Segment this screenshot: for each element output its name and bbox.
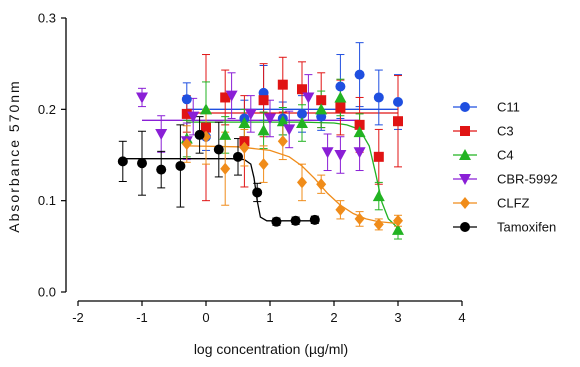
legend-label-cbr-5992: CBR-5992	[497, 172, 558, 187]
data-point-c3	[239, 136, 250, 147]
data-point-clfz	[239, 141, 250, 154]
data-point-clfz	[373, 218, 384, 231]
data-point-c4	[200, 103, 212, 115]
legend-label-tamoxifen: Tamoxifen	[497, 220, 556, 235]
legend-item-c3: C3	[453, 124, 514, 139]
legend-label-c3: C3	[497, 124, 514, 139]
marker-layer	[117, 69, 404, 235]
data-point-cbr-5992	[225, 90, 238, 102]
data-point-c3	[181, 108, 192, 119]
legend-item-c11: C11	[453, 100, 520, 115]
data-point-c3	[335, 102, 346, 113]
data-point-c3	[354, 119, 365, 130]
data-point-c11	[181, 94, 192, 105]
legend-label-c4: C4	[497, 148, 514, 163]
data-point-c11	[335, 81, 346, 92]
data-point-c3	[373, 151, 384, 162]
y-tick-label: 0.1	[38, 193, 56, 208]
data-point-tamoxifen	[137, 158, 147, 169]
data-point-tamoxifen	[213, 144, 224, 155]
data-point-c3	[393, 116, 403, 127]
y-tick-label: 0.3	[38, 11, 56, 26]
data-point-c4	[353, 126, 366, 138]
data-point-c4	[276, 115, 289, 127]
fit-curve-c4	[186, 121, 399, 229]
x-axis-title: log concentration (µg/ml)	[194, 341, 348, 357]
data-point-cbr-5992	[302, 92, 315, 104]
legend-marker-cbr-5992	[459, 174, 471, 185]
x-tick-label: -1	[136, 310, 148, 325]
legend-marker-clfz	[460, 197, 470, 209]
data-point-clfz	[316, 178, 327, 191]
data-point-clfz	[258, 158, 269, 171]
x-tick-label: -2	[72, 310, 84, 325]
data-point-tamoxifen	[156, 164, 167, 175]
data-point-c3	[297, 84, 307, 95]
data-point-c4	[392, 223, 404, 235]
y-axis-title: Absorbance 570nm	[6, 79, 22, 232]
data-point-c3	[201, 122, 211, 133]
data-point-tamoxifen	[271, 216, 282, 227]
x-tick-label: 3	[394, 310, 401, 325]
legend-label-c11: C11	[497, 100, 520, 115]
legend-item-tamoxifen: Tamoxifen	[453, 220, 556, 235]
data-point-clfz	[335, 203, 346, 216]
data-point-c4	[257, 124, 270, 136]
x-tick-label: 1	[266, 310, 273, 325]
data-point-cbr-5992	[155, 128, 168, 140]
data-point-clfz	[393, 214, 403, 227]
data-point-cbr-5992	[187, 111, 200, 123]
data-point-c11	[393, 97, 403, 108]
legend-marker-c4	[459, 149, 471, 160]
data-point-c3	[316, 95, 327, 106]
legend: C11 C3 C4 CBR-5992 CLFZ Tamoxifen	[453, 100, 558, 235]
data-point-tamoxifen	[309, 214, 320, 225]
data-point-cbr-5992	[321, 147, 334, 159]
data-point-tamoxifen	[175, 160, 186, 171]
legend-marker-c11	[460, 102, 470, 112]
legend-item-c4: C4	[453, 148, 514, 163]
data-point-c4	[296, 117, 308, 129]
y-tick-label: 0.2	[38, 102, 56, 117]
data-point-clfz	[181, 138, 192, 151]
data-point-clfz	[297, 176, 307, 189]
data-point-clfz	[354, 212, 365, 225]
x-tick-label: 4	[458, 310, 465, 325]
data-point-tamoxifen	[252, 187, 263, 198]
data-point-c3	[277, 79, 288, 90]
legend-marker-tamoxifen	[460, 222, 470, 232]
x-tick-label: 0	[202, 310, 209, 325]
data-point-c3	[258, 95, 269, 106]
data-point-cbr-5992	[244, 108, 257, 120]
data-point-clfz	[220, 162, 231, 175]
legend-item-clfz: CLFZ	[453, 196, 530, 211]
data-point-c4	[372, 190, 385, 202]
data-point-c11	[354, 69, 365, 80]
data-point-cbr-5992	[264, 113, 276, 125]
data-point-cbr-5992	[283, 124, 296, 136]
data-point-c4	[238, 117, 251, 129]
x-tick-label: 2	[330, 310, 337, 325]
data-point-c3	[220, 92, 231, 103]
data-point-tamoxifen	[233, 151, 243, 162]
data-point-tamoxifen	[117, 156, 128, 167]
data-point-clfz	[277, 135, 288, 148]
data-point-tamoxifen	[290, 215, 301, 226]
data-point-cbr-5992	[136, 92, 148, 104]
data-point-cbr-5992	[334, 150, 347, 161]
legend-item-cbr-5992: CBR-5992	[453, 172, 558, 187]
data-point-c11	[373, 92, 384, 103]
data-point-c4	[315, 103, 328, 115]
data-point-c4	[334, 91, 347, 103]
axes-layer: 0.0 0.1 0.2 0.3 -2 -1 0 1 2 3 4	[38, 11, 466, 326]
legend-label-clfz: CLFZ	[497, 196, 530, 211]
data-point-tamoxifen	[194, 129, 205, 140]
data-point-c4	[219, 128, 232, 140]
data-point-c11	[297, 108, 307, 119]
y-tick-label: 0.0	[38, 285, 56, 300]
legend-marker-c3	[460, 126, 470, 136]
data-point-cbr-5992	[353, 147, 366, 159]
